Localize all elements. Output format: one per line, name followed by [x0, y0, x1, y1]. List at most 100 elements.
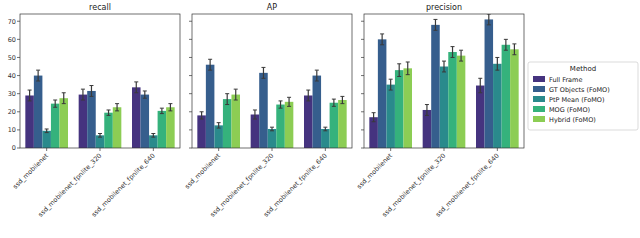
- error-line: [399, 64, 400, 77]
- error-line: [280, 101, 281, 108]
- error-cap: [287, 106, 291, 107]
- error-bar: [425, 105, 429, 116]
- error-cap: [425, 115, 429, 116]
- bar: [51, 104, 60, 148]
- error-line: [373, 113, 374, 122]
- x-tick: [444, 148, 445, 151]
- error-cap: [340, 96, 344, 97]
- error-cap: [89, 96, 93, 97]
- bar: [206, 65, 215, 148]
- y-tick: [361, 75, 364, 76]
- x-tick-label: ssd_mobilenet: [183, 151, 222, 190]
- error-cap: [81, 100, 85, 101]
- bar: [338, 100, 347, 148]
- error-cap: [340, 103, 344, 104]
- panel: ssd_mobilenetssd_mobilenet_fpnlite_320ss…: [183, 3, 352, 219]
- error-bar: [261, 67, 265, 78]
- error-cap: [234, 100, 238, 101]
- error-bar: [225, 94, 229, 105]
- error-line: [308, 90, 309, 101]
- error-cap: [225, 104, 229, 105]
- error-line: [38, 70, 39, 81]
- bar: [158, 111, 167, 148]
- error-cap: [225, 93, 229, 94]
- error-line: [407, 62, 408, 75]
- bar: [304, 95, 313, 148]
- error-line: [99, 134, 100, 138]
- error-cap: [451, 46, 455, 47]
- bars: [197, 59, 346, 148]
- legend-swatch: [533, 96, 545, 102]
- error-line: [201, 112, 202, 119]
- error-bar: [340, 96, 344, 103]
- bar: [485, 19, 494, 148]
- y-tick: [17, 111, 20, 112]
- error-bar: [478, 78, 482, 92]
- error-line: [170, 104, 171, 111]
- bar: [214, 125, 223, 148]
- error-cap: [459, 50, 463, 51]
- error-line: [435, 19, 436, 30]
- legend-box: [528, 62, 638, 130]
- error-cap: [45, 128, 49, 129]
- x-tick-label: ssd_mobilenet: [355, 151, 394, 190]
- error-cap: [200, 111, 204, 112]
- error-cap: [504, 39, 508, 40]
- error-bar: [253, 110, 257, 119]
- bar: [223, 99, 232, 148]
- error-cap: [36, 81, 40, 82]
- bar: [276, 105, 285, 148]
- y-tick-label: 20: [8, 108, 16, 116]
- error-cap: [160, 113, 164, 114]
- error-cap: [389, 90, 393, 91]
- bar: [87, 91, 96, 148]
- error-line: [46, 129, 47, 133]
- bar: [510, 49, 519, 148]
- y-tick: [189, 129, 192, 130]
- error-cap: [208, 59, 212, 60]
- error-cap: [81, 89, 85, 90]
- y-tick: [17, 93, 20, 94]
- error-bar: [134, 82, 138, 93]
- bar: [440, 67, 449, 148]
- y-tick: [189, 57, 192, 58]
- error-bar: [168, 104, 172, 111]
- legend-swatch: [533, 106, 545, 112]
- error-bar: [143, 91, 147, 98]
- error-bar: [36, 70, 40, 81]
- bar: [378, 39, 387, 148]
- legend-title: Method: [570, 65, 596, 73]
- bar: [369, 117, 378, 148]
- legend-label: PtP Mean (FoMO): [549, 96, 605, 104]
- error-cap: [406, 61, 410, 62]
- error-line: [382, 34, 383, 45]
- bar: [96, 135, 105, 148]
- bar: [141, 95, 150, 148]
- bar: [166, 107, 175, 148]
- bar: [132, 87, 141, 148]
- error-cap: [253, 119, 257, 120]
- bar: [493, 64, 502, 148]
- error-cap: [459, 61, 463, 62]
- error-bar: [323, 127, 327, 131]
- error-cap: [372, 112, 376, 113]
- error-line: [488, 14, 489, 25]
- error-cap: [425, 104, 429, 105]
- error-bar: [160, 108, 164, 113]
- error-line: [254, 110, 255, 119]
- x-tick: [497, 148, 498, 151]
- frame: [192, 14, 352, 148]
- bars: [369, 14, 518, 148]
- error-cap: [380, 44, 384, 45]
- bar: [79, 95, 88, 148]
- panel: 010203040506070ssd_mobilenetssd_mobilene…: [8, 3, 180, 219]
- error-bar: [234, 89, 238, 100]
- error-bar: [270, 127, 274, 131]
- error-line: [227, 94, 228, 105]
- error-cap: [28, 90, 32, 91]
- error-cap: [200, 119, 204, 120]
- error-bar: [107, 110, 111, 115]
- bar: [59, 98, 68, 148]
- bars: [25, 70, 174, 148]
- error-cap: [495, 70, 499, 71]
